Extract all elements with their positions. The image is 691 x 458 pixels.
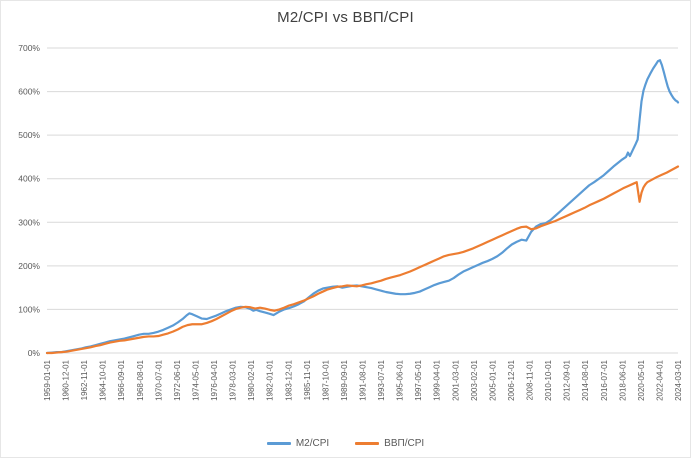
x-tick-label: 1976-04-01: [210, 359, 219, 400]
y-tick-label: 100%: [18, 304, 40, 314]
x-tick-label: 1997-05-01: [414, 359, 423, 400]
x-tick-label: 2020-05-01: [637, 359, 646, 400]
legend-swatch-vvp-cpi: [355, 442, 380, 445]
x-tick-label: 1972-06-01: [173, 359, 182, 400]
x-tick-label: 2008-11-01: [526, 359, 535, 400]
x-tick-label: 1970-07-01: [154, 359, 163, 400]
chart-title: M2/CPI vs ВВП/CPI: [277, 9, 414, 26]
x-tick-label: 2003-02-01: [470, 359, 479, 400]
x-tick-label: 1978-03-01: [229, 359, 238, 400]
x-tick-label: 1966-09-01: [117, 359, 126, 400]
x-tick-label: 1982-01-01: [266, 359, 275, 400]
x-tick-label: 1993-07-01: [377, 359, 386, 400]
x-tick-label: 2022-04-01: [655, 359, 664, 400]
y-tick-label: 400%: [18, 174, 40, 184]
chart-legend: M2/CPI ВВП/CPI: [1, 438, 690, 449]
x-tick-label: 1962-11-01: [80, 359, 89, 400]
legend-swatch-m2-cpi: [266, 442, 291, 445]
x-tick-label: 1995-06-01: [396, 359, 405, 400]
series-line-vvp-cpi: [45, 165, 680, 355]
y-tick-label: 700%: [18, 43, 40, 53]
x-tick-label: 1980-02-01: [247, 359, 256, 400]
legend-label-m2-cpi: M2/CPI: [295, 438, 330, 449]
x-tick-label: 1959-01-01: [43, 359, 52, 400]
y-tick-label: 300%: [18, 217, 40, 227]
x-tick-label: 2014-08-01: [581, 359, 590, 400]
x-tick-label: 2010-10-01: [544, 359, 553, 400]
x-tick-label: 1968-08-01: [136, 359, 145, 400]
y-tick-label: 200%: [18, 261, 40, 271]
x-tick-label: 2024-03-01: [674, 359, 683, 400]
series-line-m2-cpi: [45, 59, 680, 355]
x-tick-label: 2006-12-01: [507, 359, 516, 400]
x-tick-label: 2016-07-01: [600, 359, 609, 400]
x-tick-label: 2012-09-01: [563, 359, 572, 400]
x-tick-label: 1987-10-01: [321, 359, 330, 400]
x-tick-label: 1960-12-01: [62, 359, 71, 400]
y-tick-label: 600%: [18, 87, 40, 97]
x-tick-label: 1991-08-01: [359, 359, 368, 400]
x-tick-label: 2018-06-01: [618, 359, 627, 400]
y-tick-label: 500%: [18, 130, 40, 140]
x-tick-label: 1974-05-01: [191, 359, 200, 400]
legend-label-vvp-cpi: ВВП/CPI: [384, 438, 425, 449]
x-tick-label: 1983-12-01: [284, 359, 293, 400]
x-tick-label: 1999-04-01: [433, 359, 442, 400]
y-tick-label: 0%: [28, 348, 41, 358]
x-tick-label: 2005-01-01: [488, 359, 497, 400]
x-tick-label: 2001-03-01: [451, 359, 460, 400]
x-tick-label: 1985-11-01: [303, 359, 312, 400]
legend-item-vvp-cpi: ВВП/CPI: [355, 438, 424, 449]
x-tick-label: 1989-09-01: [340, 359, 349, 400]
x-tick-label: 1964-10-01: [99, 359, 108, 400]
legend-item-m2-cpi: M2/CPI: [266, 438, 330, 449]
